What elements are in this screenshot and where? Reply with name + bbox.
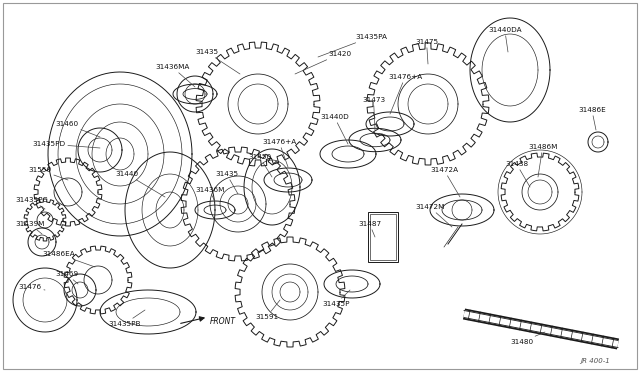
Text: 31469: 31469 bbox=[55, 271, 78, 284]
Text: 31435PB: 31435PB bbox=[108, 310, 145, 327]
Text: 31439M: 31439M bbox=[15, 221, 44, 234]
Text: 31473: 31473 bbox=[362, 97, 385, 130]
Text: 31487: 31487 bbox=[358, 221, 381, 237]
Bar bbox=[370, 214, 396, 260]
Text: 31476: 31476 bbox=[18, 284, 45, 290]
Text: 31435PD: 31435PD bbox=[32, 141, 100, 148]
Text: 31435PC: 31435PC bbox=[15, 197, 47, 209]
Text: 31420: 31420 bbox=[295, 51, 351, 74]
Text: 31480: 31480 bbox=[510, 332, 545, 345]
Text: 31476+A: 31476+A bbox=[388, 74, 422, 114]
Text: 31440DA: 31440DA bbox=[488, 27, 522, 52]
Text: 31440: 31440 bbox=[115, 171, 165, 197]
Text: 31476+A: 31476+A bbox=[262, 139, 296, 167]
Text: FRONT: FRONT bbox=[210, 317, 236, 327]
Text: 31486EA: 31486EA bbox=[42, 251, 95, 267]
Text: 31438: 31438 bbox=[505, 161, 530, 187]
Text: 31435: 31435 bbox=[195, 49, 240, 74]
Text: 31472A: 31472A bbox=[430, 167, 460, 197]
Text: 31486M: 31486M bbox=[528, 144, 557, 177]
Text: 31450: 31450 bbox=[248, 154, 272, 177]
Text: 31475: 31475 bbox=[415, 39, 438, 64]
Text: 31472M: 31472M bbox=[415, 204, 452, 227]
Text: 31486E: 31486E bbox=[578, 107, 605, 130]
Text: JR 400-1: JR 400-1 bbox=[580, 358, 610, 364]
Text: 31591: 31591 bbox=[255, 300, 280, 320]
Text: 31435P: 31435P bbox=[322, 290, 350, 307]
Text: 31435: 31435 bbox=[215, 171, 238, 194]
Text: 31436MA: 31436MA bbox=[155, 64, 195, 87]
Text: 31460: 31460 bbox=[55, 121, 100, 137]
Text: 31435PA: 31435PA bbox=[318, 34, 387, 57]
Text: 31550: 31550 bbox=[28, 167, 68, 180]
Text: 31440D: 31440D bbox=[320, 114, 349, 144]
Text: 31436M: 31436M bbox=[195, 187, 225, 202]
Bar bbox=[368, 212, 398, 262]
